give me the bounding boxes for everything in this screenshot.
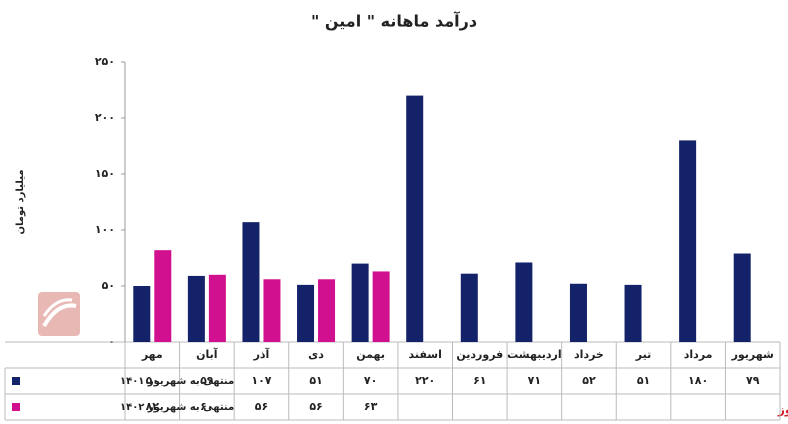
bar [406, 95, 424, 342]
bar [515, 262, 533, 342]
watermark: بورس نیوز [777, 403, 788, 418]
bar [679, 140, 697, 342]
x-tick-label: شهریور [731, 348, 774, 361]
value-label: ۷۱ [528, 374, 541, 387]
x-tick-label: فروردین [456, 348, 503, 361]
x-tick-label: مرداد [684, 348, 713, 361]
chart-title: درآمد ماهانه " امین " [311, 11, 477, 31]
x-tick-label: تیر [635, 348, 651, 361]
value-label: ۲۲۰ [415, 374, 435, 387]
bar [460, 273, 478, 342]
value-label: ۵۶ [255, 400, 268, 413]
y-tick-label: ۲۰۰ [95, 111, 115, 124]
value-label: ۱۰۷ [251, 374, 271, 387]
bar [297, 284, 315, 342]
value-label: ۸۲ [146, 400, 160, 413]
value-label: ۶۱ [473, 374, 486, 387]
value-label: ۷۹ [746, 374, 760, 387]
legend-label: منتهی به شهریور ۱۴۰۱ [120, 376, 234, 387]
value-label: ۵۱ [637, 374, 650, 387]
value-label: ۷۰ [364, 374, 377, 387]
y-tick-label: ۲۵۰ [95, 55, 115, 68]
bar [351, 263, 369, 342]
x-tick-label: دی [308, 348, 324, 361]
y-tick-label: ۵۰ [102, 279, 115, 292]
x-tick-label: خرداد [574, 348, 604, 361]
bar [242, 222, 260, 342]
x-tick-label: آبان [196, 347, 218, 361]
bar [569, 283, 587, 342]
value-label: ۵۶ [309, 400, 322, 413]
value-label: ۵۹ [200, 374, 214, 387]
logo [38, 292, 80, 336]
y-tick-label: ۱۰۰ [95, 223, 115, 236]
bar [133, 286, 151, 342]
bar [733, 253, 751, 342]
y-tick-label: ۱۵۰ [95, 167, 115, 180]
bar [263, 279, 281, 342]
bar [154, 250, 172, 342]
value-label: ۵۱ [309, 374, 322, 387]
x-tick-label: بهمن [356, 348, 385, 361]
legend-swatch [12, 403, 20, 411]
bar [624, 284, 642, 342]
bar [187, 275, 205, 342]
x-tick-label: اسفند [409, 348, 442, 361]
y-axis-label: میلیارد تومان [15, 169, 26, 234]
value-label: ۵۲ [582, 374, 596, 387]
value-label: ۶۳ [364, 400, 378, 413]
bar [208, 274, 226, 342]
bar [372, 271, 390, 342]
value-label: ۶۰ [200, 400, 213, 413]
value-label: ۵۰ [146, 374, 159, 387]
legend-label: منتهی به شهریور ۱۴۰۲ [120, 402, 234, 413]
bar [318, 279, 336, 342]
value-label: ۱۸۰ [688, 374, 708, 387]
x-tick-label: مهر [141, 348, 163, 361]
legend-swatch [12, 377, 20, 385]
x-tick-label: اردیبهشت [507, 348, 561, 361]
x-tick-label: آذر [253, 347, 270, 361]
